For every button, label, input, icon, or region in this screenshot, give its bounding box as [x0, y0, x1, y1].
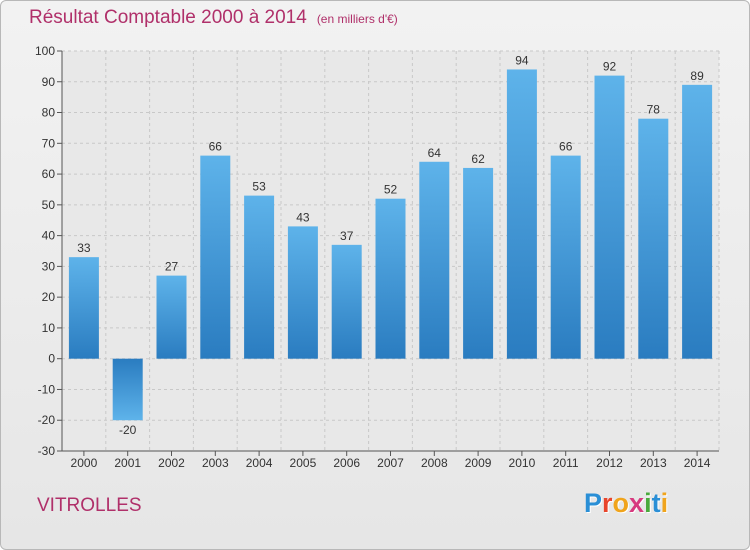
- x-tick-label: 2010: [509, 456, 536, 470]
- y-tick-label: 70: [42, 136, 56, 150]
- logo-letter: i: [660, 488, 669, 518]
- x-tick-label: 2000: [71, 456, 98, 470]
- data-label: 62: [471, 152, 485, 166]
- data-label: 66: [559, 140, 573, 154]
- y-tick-label: 60: [42, 167, 56, 181]
- bar: [375, 198, 406, 359]
- plot-area: -30 -20 -10 0 10 20 30 40 50 60 70 80 90 100 33 2000 -20…: [35, 44, 720, 470]
- y-tick-label: 100: [35, 44, 55, 58]
- x-tick-label: 2008: [421, 456, 448, 470]
- bar: [156, 275, 187, 359]
- x-tick-label: 2005: [290, 456, 317, 470]
- data-label: 92: [603, 60, 617, 74]
- bar: [68, 257, 99, 359]
- y-tick-label: 50: [42, 198, 56, 212]
- logo-letter: r: [602, 488, 613, 518]
- y-tick-label: 90: [42, 75, 56, 89]
- y-tick-label: 0: [48, 352, 55, 366]
- x-tick-label: 2012: [596, 456, 623, 470]
- x-tick-label: 2006: [333, 456, 360, 470]
- bar: [506, 69, 537, 359]
- data-label: 43: [296, 210, 310, 224]
- bar: [594, 75, 625, 359]
- x-tick-label: 2011: [553, 456, 579, 470]
- bar: [550, 155, 581, 359]
- bar: [463, 167, 494, 359]
- bar: [638, 118, 669, 359]
- x-tick-label: 2003: [202, 456, 229, 470]
- x-tick-label: 2013: [640, 456, 667, 470]
- chart-title-text: Résultat Comptable 2000 à 2014: [29, 7, 307, 28]
- data-label: 66: [209, 140, 223, 154]
- bar: [112, 358, 143, 421]
- y-tick-label: 10: [42, 321, 56, 335]
- bar: [200, 155, 231, 359]
- data-label: 37: [340, 229, 354, 243]
- data-label: 94: [515, 53, 529, 67]
- data-label: 33: [77, 241, 91, 255]
- data-label: 78: [647, 103, 661, 117]
- data-label: 52: [384, 183, 398, 197]
- data-label: -20: [119, 423, 137, 437]
- data-label: 27: [165, 260, 179, 274]
- y-tick-label: 20: [42, 290, 56, 304]
- x-tick-label: 2002: [158, 456, 185, 470]
- logo-letter: i: [644, 488, 652, 518]
- y-tick-label: -30: [38, 444, 56, 458]
- logo-letter: t: [651, 488, 661, 518]
- chart-title: Résultat Comptable 2000 à 2014 (en millie…: [29, 7, 398, 29]
- bar: [331, 244, 362, 359]
- proxiti-logo: Proxiti: [584, 488, 668, 519]
- data-label: 89: [690, 69, 704, 83]
- bar: [682, 84, 713, 359]
- y-tick-label: -10: [38, 382, 56, 396]
- x-tick-label: 2009: [465, 456, 492, 470]
- logo-letter: P: [584, 488, 603, 518]
- location-label: VITROLLES: [37, 495, 142, 516]
- data-label: 64: [428, 146, 442, 160]
- logo-letter: x: [629, 488, 645, 518]
- bar: [287, 226, 318, 359]
- bar: [244, 195, 275, 359]
- y-tick-label: 40: [42, 229, 56, 243]
- x-tick-label: 2007: [377, 456, 404, 470]
- chart-subtitle: (en milliers d'€): [316, 12, 398, 26]
- y-tick-label: 80: [42, 106, 56, 120]
- y-tick-label: -20: [38, 413, 56, 427]
- data-label: 53: [252, 180, 266, 194]
- y-tick-label: 30: [42, 259, 56, 273]
- x-tick-label: 2001: [114, 456, 141, 470]
- logo-letter: o: [612, 488, 630, 518]
- x-tick-label: 2004: [246, 456, 273, 470]
- x-tick-label: 2014: [684, 456, 711, 470]
- bar: [419, 161, 450, 359]
